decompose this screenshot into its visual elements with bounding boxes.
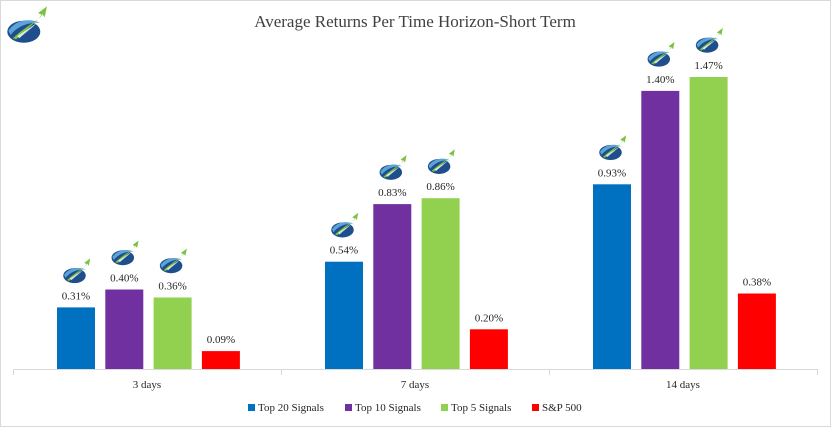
bar-top-5-signals-7-days <box>421 198 460 369</box>
x-tick-label: 14 days <box>666 379 700 391</box>
x-tick-label: 7 days <box>401 379 429 391</box>
chart-title: Average Returns Per Time Horizon-Short T… <box>254 12 576 31</box>
bar-s-p-500-7-days <box>469 329 508 369</box>
bar-top-10-signals-14-days <box>641 90 680 370</box>
legend-label: Top 20 Signals <box>258 402 324 414</box>
data-label: 0.36% <box>158 281 186 293</box>
legend-label: Top 10 Signals <box>355 402 421 414</box>
legend-label: S&P 500 <box>542 402 582 414</box>
bar-top-5-signals-14-days <box>689 77 728 369</box>
data-label: 0.40% <box>110 273 138 285</box>
data-label: 0.38% <box>743 277 771 289</box>
bar-top-20-signals-7-days <box>325 261 363 369</box>
data-label: 0.54% <box>330 245 358 257</box>
legend-swatch <box>345 404 352 411</box>
legend-item: S&P 500 <box>532 402 582 414</box>
legend-swatch <box>441 404 448 411</box>
legend: Top 20 Signals Top 10 Signals Top 5 Signal… <box>248 402 582 414</box>
legend-swatch <box>532 404 539 411</box>
legend-label: Top 5 Signals <box>451 402 511 414</box>
data-label: 0.31% <box>62 290 90 302</box>
x-axis: 3 days 7 days 14 days <box>13 369 818 391</box>
x-tick-label: 3 days <box>133 379 161 391</box>
bar-top-10-signals-7-days <box>373 204 412 369</box>
data-label: 1.40% <box>646 74 674 86</box>
legend-item: Top 10 Signals <box>345 402 421 414</box>
legend-swatch <box>248 404 255 411</box>
bar-top-20-signals-3-days <box>57 307 95 369</box>
data-label: 0.93% <box>598 167 626 179</box>
data-label: 0.20% <box>475 312 503 324</box>
data-label: 1.47% <box>694 60 722 72</box>
bars-layer: 0.31% 0.40% 0.36% 0.09% 0.54% 0.83% 0.86% 0.20%… <box>57 28 776 370</box>
bar-top-20-signals-14-days <box>593 184 631 369</box>
bar-s-p-500-3-days <box>201 351 240 369</box>
bar-top-5-signals-3-days <box>153 297 192 369</box>
data-label: 0.83% <box>378 187 406 199</box>
legend-item: Top 20 Signals <box>248 402 324 414</box>
data-label: 0.09% <box>207 334 235 346</box>
legend-item: Top 5 Signals <box>441 402 511 414</box>
bar-s-p-500-14-days <box>737 293 776 369</box>
bar-top-10-signals-3-days <box>105 289 144 369</box>
data-label: 0.86% <box>426 181 454 193</box>
